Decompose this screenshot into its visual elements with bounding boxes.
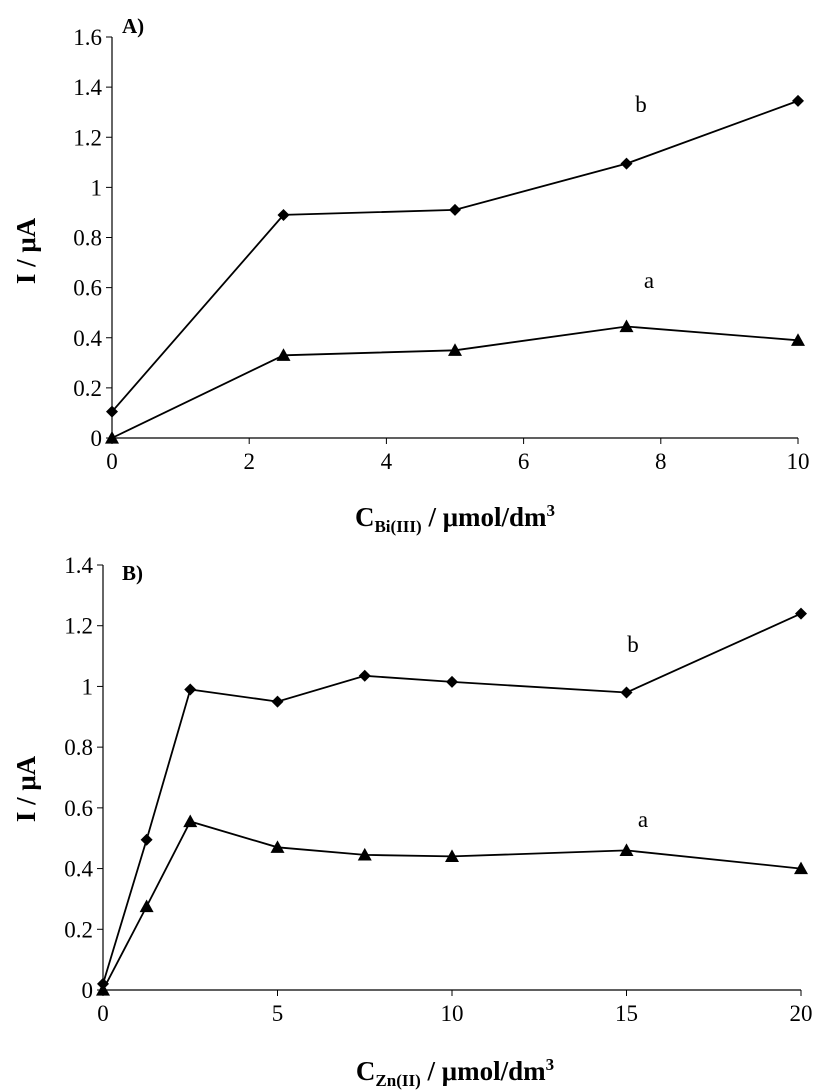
data-point-diamond — [277, 208, 290, 221]
y-tick-label: 0.6 — [73, 276, 102, 301]
x-tick-label: 8 — [655, 449, 667, 474]
series-line-a — [111, 325, 799, 439]
data-point-diamond — [792, 94, 804, 107]
x-axis-label: CZn(II) / μmol/dm3 — [356, 1055, 554, 1090]
data-point-diamond — [620, 157, 633, 170]
x-tick-label: 6 — [518, 449, 530, 474]
y-tick-label: 0.4 — [64, 857, 93, 882]
x-tick-label: 0 — [106, 449, 118, 474]
chart-panel-b: 0 0.2 0.4 0.6 0.8 1 1.2 1.4 0 5 10 15 20 B) I / μA CZn(… — [11, 553, 813, 1090]
data-point-triangle — [105, 431, 119, 444]
y-tick-label: 0.6 — [64, 796, 93, 821]
x-tick-label: 20 — [790, 1001, 813, 1026]
curve-label-a: a — [638, 807, 648, 832]
x-tick-label: 2 — [243, 449, 255, 474]
data-point-diamond — [358, 669, 371, 682]
y-tick-label: 0.2 — [73, 376, 102, 401]
y-tick-label: 1.2 — [64, 614, 93, 639]
data-point-triangle — [270, 840, 285, 853]
data-point-diamond — [620, 686, 633, 699]
series-b: b — [106, 92, 804, 418]
series-b: b — [97, 607, 807, 990]
y-tick-label: 1 — [91, 175, 103, 200]
data-point-diamond — [97, 977, 109, 990]
y-tick-label: 0 — [82, 978, 94, 1003]
x-tick-label: 5 — [272, 1001, 284, 1026]
y-tick-label: 1.4 — [73, 75, 102, 100]
x-tick-label: 4 — [381, 449, 393, 474]
x-tick-label: 0 — [97, 1001, 109, 1026]
curve-label-a: a — [644, 268, 654, 293]
x-tick-label: 10 — [441, 1001, 464, 1026]
data-point-triangle — [791, 333, 805, 346]
y-tick-label: 0 — [91, 426, 103, 451]
series-line-b — [102, 612, 802, 985]
x-tick-label: 15 — [615, 1001, 638, 1026]
data-point-diamond — [140, 833, 153, 846]
x-tick-label: 10 — [787, 449, 810, 474]
series-line-a — [102, 820, 802, 991]
y-tick-label: 0.4 — [73, 326, 102, 351]
data-point-triangle — [183, 814, 198, 828]
data-point-triangle — [139, 899, 154, 913]
y-tick-label: 1.6 — [73, 25, 102, 50]
y-axis-label: I / μA — [11, 217, 41, 284]
data-point-triangle — [619, 843, 634, 856]
data-point-triangle — [619, 319, 634, 333]
data-point-triangle — [357, 847, 372, 861]
curve-label-b: b — [635, 92, 647, 117]
data-point-diamond — [184, 683, 197, 696]
data-point-diamond — [446, 675, 458, 688]
panel-label: A) — [122, 14, 144, 38]
data-point-diamond — [449, 203, 461, 216]
data-point-triangle — [276, 348, 291, 361]
x-axis-label: CBi(III) / μmol/dm3 — [355, 501, 555, 536]
panel-label: B) — [122, 561, 143, 585]
y-tick-label: 1.2 — [73, 125, 102, 150]
curve-label-b: b — [627, 632, 639, 657]
y-tick-label: 1 — [82, 674, 94, 699]
y-axis-label: I / μA — [11, 755, 41, 822]
data-point-diamond — [106, 405, 118, 418]
series-a: a — [96, 807, 808, 996]
data-point-triangle — [448, 343, 462, 356]
series-line-b — [111, 100, 799, 413]
series-a: a — [105, 268, 805, 444]
chart-panel-a: 0 0.2 0.4 0.6 0.8 1 1.2 1.4 1.6 0 2 4 6 8 10 A) I / μA CB… — [11, 14, 810, 536]
y-tick-label: 0.8 — [73, 226, 102, 251]
data-point-triangle — [445, 849, 459, 863]
data-point-diamond — [271, 695, 284, 708]
y-tick-label: 0.2 — [64, 917, 93, 942]
data-point-diamond — [795, 607, 807, 620]
y-tick-label: 1.4 — [64, 553, 93, 578]
data-point-triangle — [794, 861, 808, 875]
y-tick-label: 0.8 — [64, 735, 93, 760]
